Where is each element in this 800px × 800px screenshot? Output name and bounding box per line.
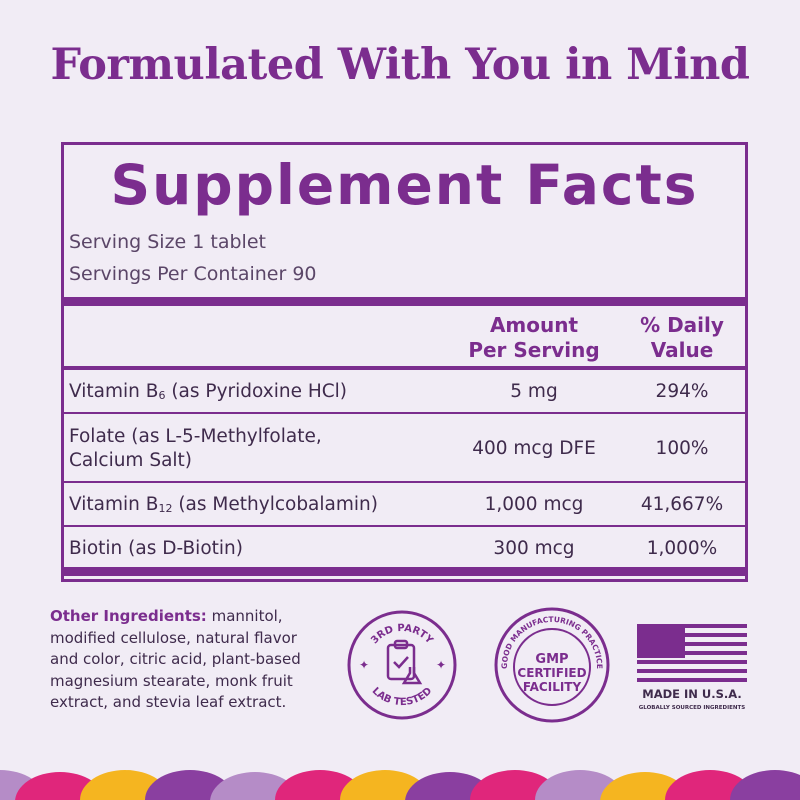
amount: 400 mcg DFE [472,438,596,459]
name-line: Calcium Salt) [69,450,193,471]
sparkle: ✦ [359,658,369,672]
name-rest: (as Methylcobalamin) [178,494,378,515]
servings-per-container: Servings Per Container 90 [69,263,317,285]
daily-value: 100% [655,438,709,459]
header-line: Value [650,338,714,362]
badges: 3RD PARTY LAB TESTED ✦ ✦ GOOD MANUFACTUR… [347,607,747,723]
supplement-facts: Supplement Facts Serving Size 1 tablet S… [61,142,748,582]
divider [64,525,745,527]
header-line: Per Serving [468,338,600,362]
daily-value: 1,000% [646,538,718,559]
name-rest: (as Pyridoxine HCl) [171,381,348,402]
badge-ring [347,610,457,720]
amount: 300 mcg [493,538,575,559]
nutrient-name: Biotin (as D-Biotin) [69,538,243,559]
divider [64,297,745,306]
header-line: Amount [489,313,579,337]
decorative-wave [0,770,800,800]
amount: 1,000 mcg [484,494,584,515]
other-text: mannitol, modified cellulose, natural fl… [50,607,301,711]
divider [64,567,745,576]
serving-size: Serving Size 1 tablet [69,231,266,253]
badge-text: CERTIFIED [517,666,586,680]
badge-text: 3RD PARTY [369,623,435,647]
sparkle: ✦ [436,658,446,672]
badge-text: GMP [535,652,568,667]
name-text: Vitamin B [69,494,159,515]
nutrient-name: Vitamin B12 (as Methylcobalamin) [69,493,378,521]
facts-title: Supplement Facts [110,153,699,217]
badge-text: 3RD PARTY [369,623,435,647]
column-header: % Daily Value [619,313,745,363]
other-ingredients: Other Ingredients: mannitol, modified ce… [50,606,320,714]
other-label: Other Ingredients: [50,607,207,625]
badge-text: GLOBALLY SOURCED INGREDIENTS [639,705,745,711]
badge-ring [513,628,591,706]
badge-text: MADE IN U.S.A. [642,687,742,701]
header-line: % Daily [640,313,724,337]
daily-value: 41,667% [640,494,724,515]
wave-shapes [0,770,800,800]
name-subscript: 6 [158,389,166,402]
nutrient-name: Folate (as L-5-Methylfolate, Calcium Salt… [69,425,322,473]
lab-icon [386,639,423,685]
badge-text: LAB TESTED [370,686,435,708]
divider [64,366,745,370]
daily-value: 294% [655,381,709,402]
nutrient-name: Vitamin B6 (as Pyridoxine HCl) [69,380,347,408]
amount: 5 mg [510,381,558,402]
page-title: Formulated With You in Mind [50,40,750,90]
name-line: Folate (as L-5-Methylfolate, [69,426,322,447]
badge-text: LAB TESTED [370,686,435,708]
divider [64,412,745,414]
column-header: Amount Per Serving [449,313,619,363]
name-subscript: 12 [158,502,173,515]
badge-ring [494,607,610,723]
badge-text: FACILITY [523,680,582,694]
divider [64,481,745,483]
name-text: Vitamin B [69,381,159,402]
usa-flag [637,624,747,682]
